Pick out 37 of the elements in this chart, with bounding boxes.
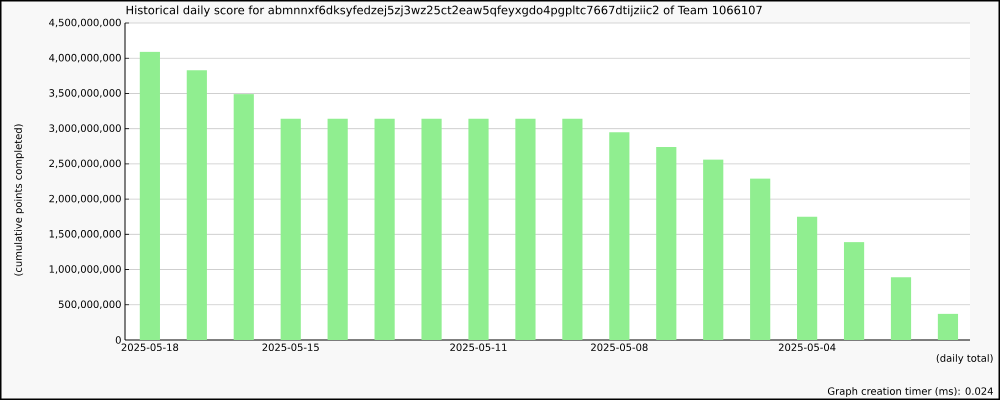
y-tick-label: 4,000,000,000	[49, 54, 121, 62]
bar	[703, 160, 724, 340]
y-axis-title: (cumulative points completed)	[14, 124, 24, 276]
bar	[515, 118, 536, 340]
bar	[374, 118, 395, 340]
bar	[844, 242, 864, 340]
bar	[656, 146, 676, 340]
bar	[797, 216, 818, 340]
y-tick-label: 0	[116, 336, 121, 344]
bar	[750, 178, 770, 340]
y-tick-label: 2,500,000,000	[49, 160, 121, 168]
bar	[421, 118, 442, 340]
y-tick-label: 2,000,000,000	[49, 194, 121, 204]
bar	[890, 277, 912, 340]
bar	[562, 118, 582, 340]
chart-title: Historical daily score for abmnnxf6dksyfedzej5zj3wz25ct2eaw5qfeyxgdo4pgpltc7667dtijziic2 of Team 1066107	[126, 5, 762, 16]
bar	[186, 70, 207, 340]
bar	[609, 132, 630, 340]
y-tick-label: 1,500,000,000	[50, 230, 121, 239]
bar	[140, 52, 160, 340]
bar	[468, 118, 489, 340]
y-tick-label: 500,000,000	[58, 300, 121, 309]
x-tick-label: 2025-05-11	[450, 343, 507, 351]
x-axis-title: (daily total)	[936, 354, 993, 364]
x-tick-label: 2025-05-15	[262, 343, 319, 351]
y-tick-label: 3,500,000,000	[49, 89, 121, 98]
x-tick-label: 2025-05-08	[591, 343, 648, 351]
y-tick-label: 3,000,000,000	[49, 124, 121, 133]
bar	[938, 314, 958, 340]
y-tick-label: 1,000,000,000	[50, 265, 121, 274]
bar	[280, 118, 301, 340]
x-tick-label: 2025-05-18	[122, 343, 178, 351]
x-tick-label: 2025-05-04	[778, 343, 836, 351]
bar	[234, 94, 254, 340]
text: Graph creation timer (ms): 0.024	[828, 387, 993, 397]
bar	[328, 118, 348, 340]
y-tick-label: 4,500,000,000	[49, 18, 121, 28]
